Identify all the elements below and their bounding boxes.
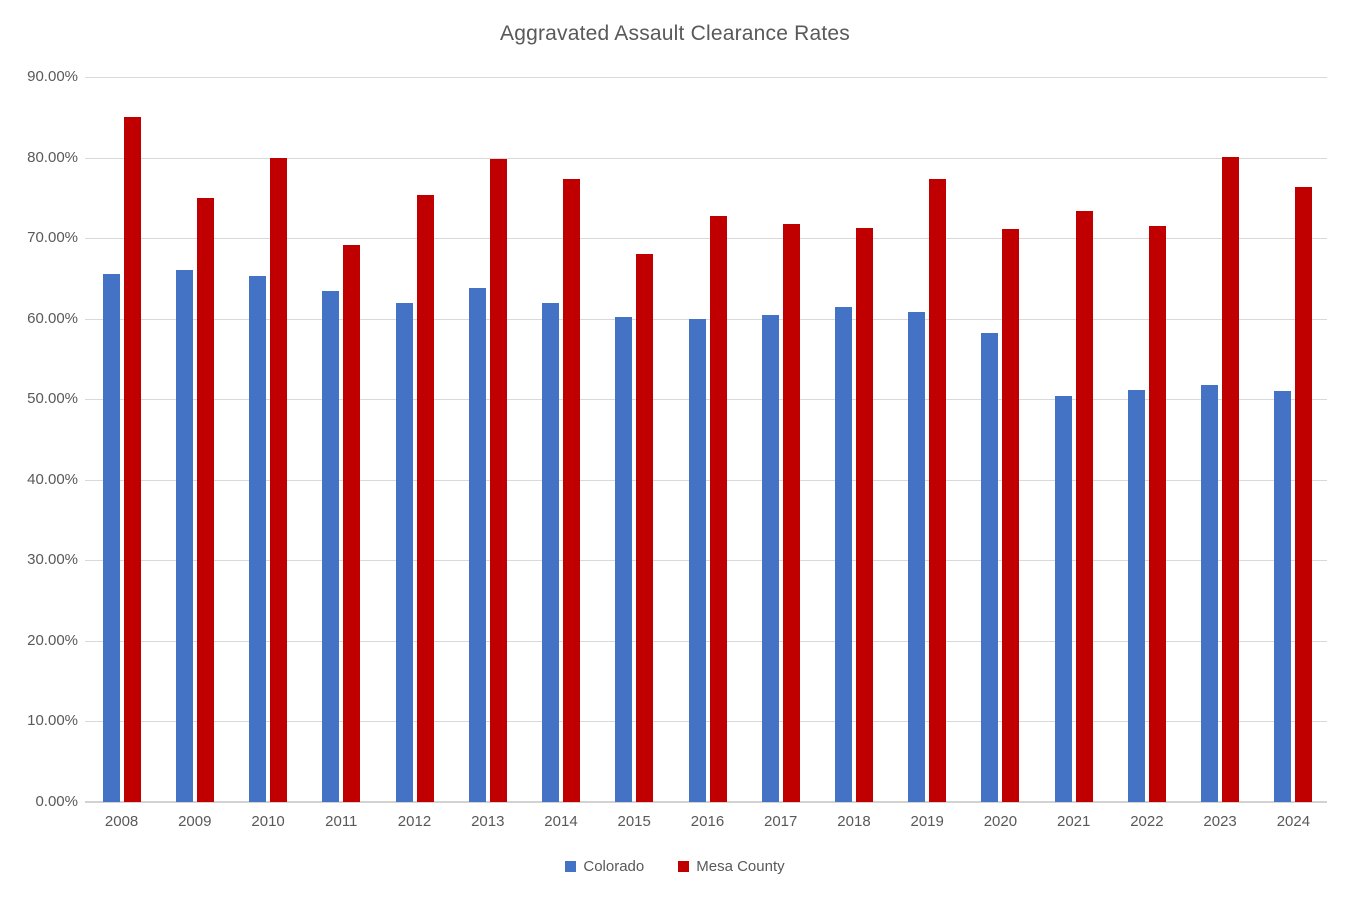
bar-mesa-county-2016 — [709, 216, 727, 802]
x-axis-tick-label: 2013 — [471, 813, 505, 830]
bar-mesa-county-2018 — [856, 227, 873, 802]
bar-colorado-2017 — [761, 315, 779, 802]
bar-mesa-county-2017 — [782, 223, 800, 802]
bar-mesa-county-2019 — [929, 178, 947, 802]
legend-item-mesa-county: Mesa County — [678, 858, 785, 875]
bar-colorado-2024 — [1274, 391, 1292, 802]
bar-colorado-2011 — [322, 290, 340, 802]
bar-colorado-2015 — [615, 317, 633, 802]
x-axis-tick-label: 2015 — [617, 813, 651, 830]
legend-swatch-icon — [678, 861, 690, 872]
bar-colorado-2014 — [542, 302, 559, 802]
x-axis-tick-label: 2017 — [764, 813, 798, 830]
legend-swatch-icon — [565, 861, 577, 872]
bar-colorado-2012 — [395, 303, 413, 802]
bar-colorado-2008 — [102, 274, 120, 802]
bar-mesa-county-2012 — [416, 195, 434, 802]
bar-colorado-2020 — [981, 333, 999, 802]
gridline — [85, 238, 1327, 240]
y-axis-tick-label: 30.00% — [27, 551, 78, 569]
legend: Colorado Mesa County — [0, 858, 1350, 875]
bar-mesa-county-2021 — [1075, 210, 1093, 802]
bar-mesa-county-2013 — [489, 159, 507, 802]
legend-label: Colorado — [583, 858, 645, 875]
bar-mesa-county-2014 — [563, 178, 580, 802]
gridline — [85, 721, 1327, 723]
bar-colorado-2019 — [908, 312, 926, 802]
x-axis-tick-label: 2012 — [397, 813, 432, 830]
bar-colorado-2023 — [1201, 384, 1219, 802]
bar-mesa-county-2009 — [196, 197, 214, 802]
x-axis-tick-label: 2024 — [1276, 813, 1311, 830]
bar-colorado-2009 — [175, 269, 193, 802]
y-axis-tick-label: 60.00% — [27, 309, 78, 327]
x-axis-tick-label: 2023 — [1203, 813, 1237, 830]
x-axis-tick-label: 2019 — [910, 813, 944, 830]
bar-colorado-2010 — [249, 276, 267, 802]
y-axis-tick-label: 40.00% — [27, 470, 78, 488]
legend-label: Mesa County — [696, 858, 785, 875]
bar-mesa-county-2008 — [123, 117, 141, 802]
x-axis-tick-label: 2016 — [690, 813, 725, 830]
bar-colorado-2021 — [1054, 396, 1072, 802]
bar-mesa-county-2024 — [1295, 187, 1313, 802]
y-axis-tick-label: 80.00% — [27, 148, 78, 166]
x-axis-tick-label: 2021 — [1057, 813, 1091, 830]
y-axis-tick-label: 70.00% — [27, 229, 78, 247]
bar-mesa-county-2022 — [1148, 226, 1166, 802]
legend-item-colorado: Colorado — [565, 858, 644, 875]
x-axis-tick-label: 2011 — [325, 813, 358, 830]
x-axis-tick-label: 2008 — [104, 813, 139, 830]
gridline — [85, 640, 1327, 642]
gridline — [85, 77, 1327, 78]
y-axis-tick-label: 50.00% — [27, 390, 78, 408]
y-axis-tick-label: 10.00% — [27, 712, 78, 730]
gridline — [85, 399, 1327, 401]
x-axis-tick-label: 2022 — [1130, 813, 1164, 830]
y-axis-tick-label: 0.00% — [35, 793, 78, 810]
bar-mesa-county-2023 — [1222, 156, 1240, 802]
bar-colorado-2018 — [835, 307, 852, 802]
gridline — [85, 157, 1327, 159]
gridline — [85, 479, 1327, 481]
chart-title: Aggravated Assault Clearance Rates — [500, 22, 850, 45]
x-axis-tick-label: 2014 — [544, 813, 578, 830]
x-axis-tick-label: 2010 — [251, 813, 285, 830]
bar-mesa-county-2011 — [343, 245, 361, 802]
gridline — [85, 560, 1327, 562]
y-axis-tick-label: 90.00% — [27, 68, 78, 85]
bar-mesa-county-2010 — [270, 157, 288, 802]
bar-mesa-county-2015 — [636, 254, 654, 802]
gridline — [85, 318, 1327, 320]
x-axis-tick-label: 2020 — [983, 813, 1018, 830]
y-axis-tick-label: 20.00% — [27, 631, 78, 649]
bar-colorado-2016 — [688, 318, 706, 802]
x-axis-line — [85, 801, 1327, 803]
bar-colorado-2013 — [468, 288, 486, 802]
x-axis-tick-label: 2009 — [178, 813, 212, 830]
bar-mesa-county-2020 — [1002, 229, 1020, 802]
bar-colorado-2022 — [1127, 390, 1145, 802]
x-axis-tick-label: 2018 — [837, 813, 871, 830]
